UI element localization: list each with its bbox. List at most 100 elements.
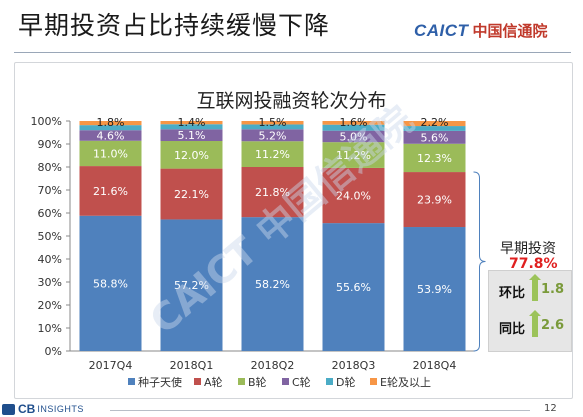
legend-swatch [128,378,135,385]
y-tick-label: 90% [38,138,62,151]
x-tick-label: 2018Q4 [413,359,457,372]
y-tick-label: 0% [45,345,62,358]
data-label: 24.0% [336,190,371,203]
data-label: 53.9% [417,283,452,296]
caict-logo: CAICT 中国信通院 [414,20,547,41]
data-label: 5.1% [178,129,206,142]
logo-sub-text: 中国信通院 [472,22,548,40]
bar-segment [403,143,466,173]
bar-segment [160,141,223,169]
bar-segment [241,217,304,351]
data-label: 21.6% [93,185,128,198]
legend-label: E轮及以上 [380,375,431,389]
x-tick-label: 2018Q3 [332,359,376,372]
bar-segment [79,140,142,167]
yoy-row: 同比 2.6 [489,310,571,339]
title-divider [14,52,571,53]
legend-swatch [194,378,201,385]
bar-segment [322,167,385,224]
bar-segment [322,121,385,125]
qoq-label: 环比 [499,286,526,301]
chart-title: 互联网投融资轮次分布 [196,90,387,112]
data-label: 1.8% [97,116,125,129]
data-label: 21.8% [255,186,290,199]
data-label: 1.4% [178,116,206,129]
data-label: 11.2% [255,148,290,161]
early-stage-value: 77.8% [509,256,558,272]
legend-swatch [326,378,333,385]
cb-mark-icon [2,403,15,415]
bar-segment [79,166,142,216]
data-label: 4.6% [97,129,125,142]
legend-label: C轮 [292,375,311,389]
x-tick-label: 2018Q1 [170,359,214,372]
qoq-value: 1.8 [541,282,565,297]
y-tick-label: 50% [38,230,62,243]
data-label: 1.6% [340,116,368,129]
bar-segment [160,168,223,220]
bar-segment [322,142,385,168]
data-label: 12.0% [174,149,209,162]
early-stage-label: 早期投资 [500,241,556,257]
yoy-value: 2.6 [541,318,565,333]
bar-segment [403,126,466,131]
x-tick-label: 2018Q2 [251,359,295,372]
y-tick-label: 10% [38,322,62,335]
data-label: 5.0% [340,130,368,143]
bar-segment [403,227,466,351]
page-number: 12 [544,403,557,414]
y-tick-label: 70% [38,184,62,197]
bar-segment [322,130,385,143]
bar-segment [322,223,385,351]
bar-segment [160,124,223,130]
bar-segment [79,121,142,126]
y-tick-label: 20% [38,299,62,312]
bar-segment [79,130,142,141]
bar-segment [241,129,304,142]
bar-segment [403,121,466,127]
bar-segment [241,121,304,125]
data-label: 58.2% [255,278,290,291]
yoy-label: 同比 [499,322,526,337]
data-label: 55.6% [336,281,371,294]
cb-logo-sub: INSIGHTS [37,404,84,414]
qoq-row: 环比 1.8 [489,274,571,303]
footer-divider [110,410,530,411]
bar-segment [160,219,223,351]
y-tick-label: 80% [38,161,62,174]
legend-swatch [282,378,289,385]
data-label: 11.2% [336,149,371,162]
bar-segment [79,125,142,131]
bar-segment [160,121,223,125]
bar-segment [241,141,304,167]
data-label: 11.0% [93,147,128,160]
x-tick-label: 2017Q4 [89,359,133,372]
legend-swatch [238,378,245,385]
data-label: 5.2% [259,129,287,142]
data-label: 58.8% [93,277,128,290]
page-title: 早期投资占比持续缓慢下降 [18,11,331,40]
legend-label: 种子天使 [138,375,182,389]
logo-main-text: CAICT [414,20,469,40]
legend-swatch [370,378,377,385]
data-label: 22.1% [174,188,209,201]
data-label: 2.2% [421,116,449,129]
up-arrow-icon [529,274,541,301]
bar-segment [160,129,223,142]
data-label: 57.2% [174,279,209,292]
legend-label: A轮 [204,375,223,389]
y-tick-label: 40% [38,253,62,266]
data-label: 12.3% [417,152,452,165]
cb-logo-main: CB [18,402,36,416]
bar-segment [403,130,466,144]
data-label: 1.5% [259,116,287,129]
cbinsights-logo: CB INSIGHTS [2,402,84,416]
y-tick-label: 100% [31,115,62,128]
y-tick-label: 60% [38,207,62,220]
bar-segment [79,215,142,351]
data-label: 23.9% [417,194,452,207]
bar-segment [322,124,385,131]
up-arrow-icon [529,310,541,337]
bar-segment [241,124,304,130]
